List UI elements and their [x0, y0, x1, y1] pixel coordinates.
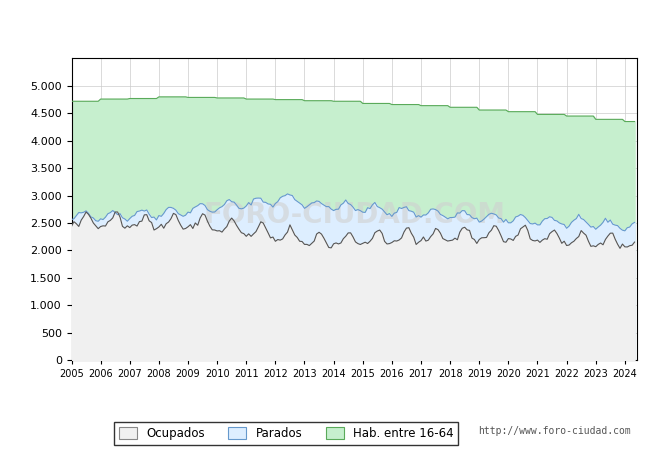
Legend: Ocupados, Parados, Hab. entre 16-64: Ocupados, Parados, Hab. entre 16-64	[114, 422, 458, 445]
Text: http://www.foro-ciudad.com: http://www.foro-ciudad.com	[478, 427, 630, 436]
Text: Marmolejo - Evolucion de la poblacion en edad de Trabajar Mayo de 2024: Marmolejo - Evolucion de la poblacion en…	[45, 17, 605, 30]
Text: FORO-CIUDAD.COM: FORO-CIUDAD.COM	[203, 201, 505, 230]
